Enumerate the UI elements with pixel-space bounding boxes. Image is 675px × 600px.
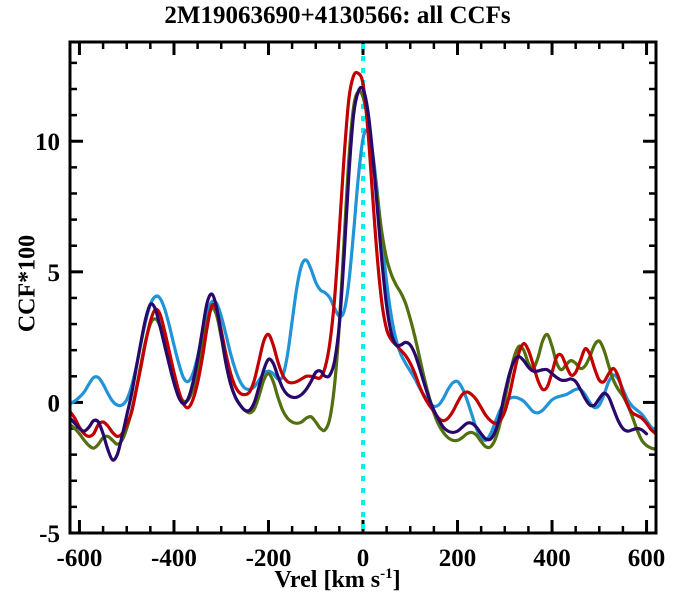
series-line-ccf-3 xyxy=(71,85,649,462)
x-tick-label: 400 xyxy=(533,545,571,572)
x-axis-title-main: Vrel [km s xyxy=(274,567,381,593)
page-title: 2M19063690+4130566: all CCFs xyxy=(164,2,511,29)
data-layer xyxy=(71,44,655,531)
x-tick-label: -400 xyxy=(151,545,197,572)
y-axis-title: CCF*100 xyxy=(14,234,41,333)
x-tick-label: -200 xyxy=(246,545,292,572)
x-tick-label: 0 xyxy=(357,545,370,572)
x-tick-label: 200 xyxy=(439,545,477,572)
y-tick-label: 5 xyxy=(48,260,61,287)
x-axis-title: Vrel [km s-1] xyxy=(0,566,675,594)
x-tick-label: -600 xyxy=(57,545,103,572)
y-tick-label: 10 xyxy=(35,129,60,156)
y-tick-label: -5 xyxy=(39,521,60,548)
x-tick-label: 600 xyxy=(628,545,666,572)
series-line-ccf-1 xyxy=(71,70,655,438)
series-line-ccf-4 xyxy=(71,128,655,443)
y-tick-label: 0 xyxy=(48,390,61,417)
x-axis-title-close: ] xyxy=(392,567,401,593)
x-axis-title-exponent: -1 xyxy=(380,566,393,582)
